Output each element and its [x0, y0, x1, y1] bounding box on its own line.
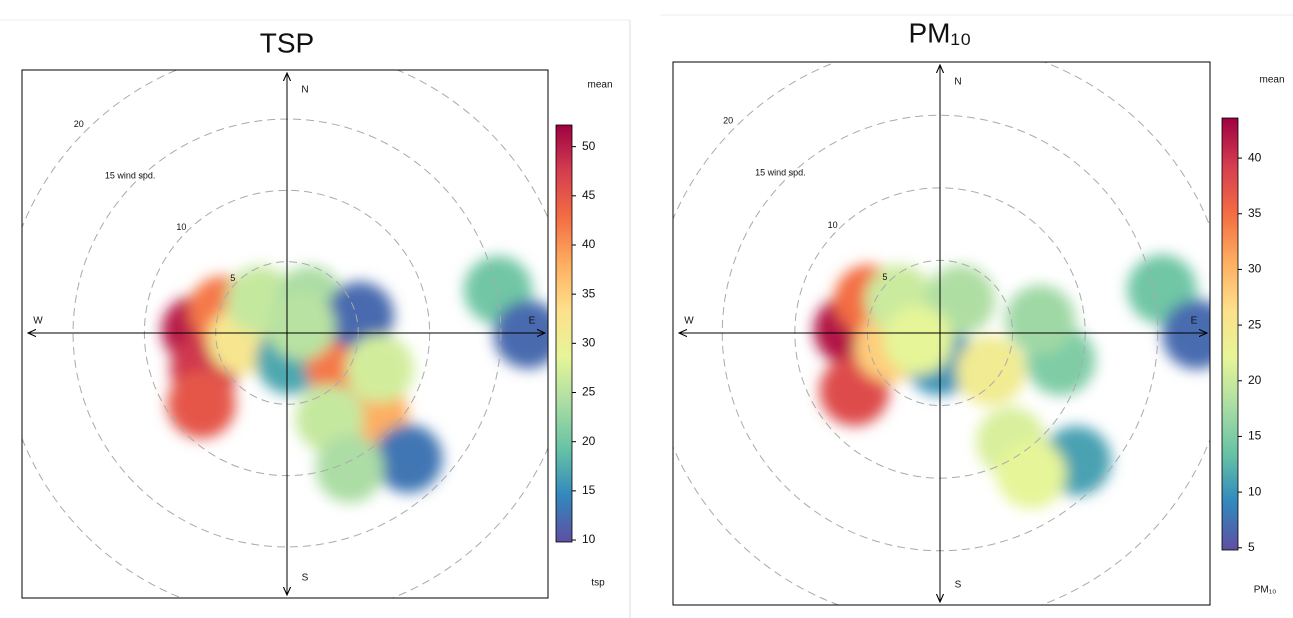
- panel: PM₁₀ 5 10 15 wind spd. 20 N E S W 5 10 15 20 25 30 35 40…: [672, 17, 1285, 606]
- direction-label: W: [684, 316, 694, 327]
- colorbar-tick-label: 5: [1248, 540, 1255, 554]
- colorbar-tick-label: 35: [582, 286, 596, 300]
- heat-cell: [1162, 299, 1210, 370]
- colorbar: [1221, 117, 1239, 551]
- heat-cell: [315, 434, 384, 503]
- colorbar-tick-label: 10: [582, 532, 596, 546]
- colorbar-tick-label: 20: [1248, 373, 1262, 387]
- ring-label: 5: [882, 272, 887, 282]
- scale-title: mean: [587, 80, 612, 91]
- ring-label: 10: [828, 220, 838, 230]
- heat-cell: [167, 370, 236, 439]
- heat-cell: [955, 335, 1026, 406]
- heat-cell: [345, 334, 414, 403]
- colorbar-tick-label: 50: [582, 139, 596, 153]
- ring-label: 5: [230, 273, 235, 283]
- plot-frame: [672, 61, 1211, 606]
- direction-label: E: [529, 316, 536, 327]
- direction-label: N: [954, 77, 961, 88]
- direction-label: S: [955, 580, 962, 591]
- heat-cell: [267, 291, 336, 361]
- colorbar-tick-label: 45: [582, 188, 596, 202]
- scale-label: tsp: [591, 578, 605, 589]
- colorbar-tick-label: 10: [1248, 484, 1262, 498]
- heat-cell: [493, 300, 548, 369]
- ring-label: 20: [723, 115, 733, 125]
- chart-title: PM₁₀: [908, 17, 971, 48]
- direction-label: N: [301, 85, 308, 96]
- chart-title: TSP: [260, 27, 314, 58]
- ring-label: 15 wind spd.: [755, 168, 806, 178]
- colorbar: [555, 124, 573, 543]
- heat-layer: [813, 254, 1210, 509]
- plot-frame: [21, 69, 549, 599]
- direction-label: S: [302, 573, 309, 584]
- colorbar-tick-label: 20: [582, 434, 596, 448]
- scale-title: mean: [1259, 75, 1284, 86]
- panel: TSP 5 10 15 wind spd. 20 N E S W 10 15 20 25 30 35 40 45…: [21, 27, 613, 599]
- heat-cell: [996, 438, 1067, 509]
- direction-label: W: [33, 316, 43, 327]
- ring-label: 20: [74, 119, 84, 129]
- scale-label: PM₁₀: [1254, 585, 1277, 596]
- colorbar-tick-label: 15: [582, 483, 596, 497]
- colorbar-tick-label: 30: [582, 336, 596, 350]
- colorbar-tick-label: 30: [1248, 262, 1262, 276]
- colorbar-tick-label: 40: [582, 237, 596, 251]
- ring-label: 15 wind spd.: [105, 170, 156, 180]
- heat-layer: [161, 255, 548, 503]
- heat-cell: [374, 424, 443, 493]
- colorbar-tick-label: 25: [582, 385, 596, 399]
- colorbar-tick-label: 15: [1248, 429, 1262, 443]
- ring-label: 10: [176, 222, 186, 232]
- direction-label: E: [1191, 316, 1198, 327]
- colorbar-tick-label: 40: [1248, 150, 1262, 164]
- colorbar-tick-label: 35: [1248, 206, 1262, 220]
- colorbar-tick-label: 25: [1248, 317, 1262, 331]
- heat-cell: [1005, 285, 1075, 355]
- heat-cell: [883, 305, 954, 376]
- plot-area: 5 10 15 wind spd. 20: [673, 62, 1210, 605]
